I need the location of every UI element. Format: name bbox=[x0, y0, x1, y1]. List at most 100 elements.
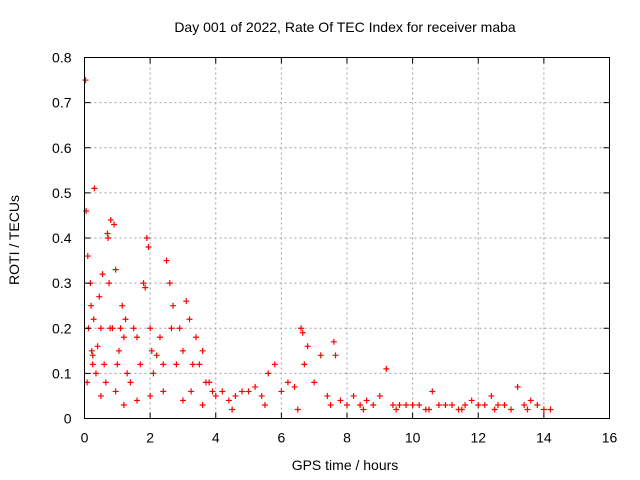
data-point bbox=[148, 347, 155, 354]
data-point bbox=[239, 388, 245, 395]
data-point bbox=[291, 383, 298, 390]
data-point bbox=[327, 401, 334, 408]
x-tick-label: 2 bbox=[146, 430, 154, 446]
y-tick-label: 0.3 bbox=[52, 275, 72, 291]
data-point bbox=[101, 361, 108, 368]
data-point bbox=[209, 388, 216, 395]
axis-ticks bbox=[84, 57, 610, 419]
data-point bbox=[127, 379, 134, 386]
data-point bbox=[153, 352, 160, 359]
data-point bbox=[142, 284, 149, 291]
data-point bbox=[134, 397, 140, 404]
data-point bbox=[102, 379, 109, 386]
data-point bbox=[94, 343, 101, 350]
data-point bbox=[88, 347, 95, 354]
data-point bbox=[84, 253, 91, 260]
data-point bbox=[360, 406, 367, 413]
data-point bbox=[193, 334, 200, 341]
data-point bbox=[370, 401, 377, 408]
data-point bbox=[212, 392, 219, 399]
data-point bbox=[501, 401, 508, 408]
data-point bbox=[99, 271, 106, 278]
data-point bbox=[344, 401, 350, 408]
data-point bbox=[488, 392, 495, 399]
data-point bbox=[97, 325, 104, 332]
data-point bbox=[119, 302, 126, 309]
data-point bbox=[176, 325, 183, 332]
data-point bbox=[449, 401, 455, 408]
data-point bbox=[82, 77, 89, 84]
data-point bbox=[540, 406, 547, 413]
data-point bbox=[170, 302, 177, 309]
data-point bbox=[117, 325, 124, 332]
data-point bbox=[91, 185, 98, 192]
data-point bbox=[324, 392, 331, 399]
x-tick-label: 6 bbox=[277, 430, 285, 446]
data-point bbox=[179, 347, 186, 354]
x-tick-label: 10 bbox=[405, 430, 421, 446]
data-point bbox=[409, 401, 416, 408]
data-point bbox=[107, 216, 114, 223]
data-point bbox=[199, 401, 206, 408]
data-point bbox=[301, 361, 308, 368]
chart-title: Day 001 of 2022, Rate Of TEC Index for r… bbox=[174, 19, 516, 35]
data-point bbox=[491, 406, 498, 413]
data-point bbox=[468, 397, 475, 404]
data-point bbox=[143, 235, 150, 241]
data-point bbox=[298, 325, 305, 332]
data-point bbox=[278, 388, 285, 395]
data-point bbox=[186, 316, 193, 323]
data-point bbox=[481, 401, 488, 408]
y-tick-label: 0.7 bbox=[52, 95, 72, 111]
data-point bbox=[130, 325, 137, 332]
data-point bbox=[96, 293, 103, 300]
y-tick-label: 0 bbox=[64, 411, 72, 427]
data-point bbox=[147, 325, 154, 332]
data-point bbox=[426, 406, 433, 413]
data-point bbox=[429, 388, 436, 395]
y-tick-label: 0.1 bbox=[52, 365, 72, 381]
data-point bbox=[147, 392, 154, 399]
y-tick-label: 0.4 bbox=[52, 230, 72, 246]
data-point bbox=[114, 361, 121, 368]
data-point bbox=[389, 401, 396, 408]
data-point bbox=[112, 388, 119, 395]
data-point bbox=[97, 392, 104, 399]
data-point bbox=[462, 401, 469, 408]
data-point bbox=[330, 338, 337, 345]
data-point bbox=[357, 401, 364, 408]
data-point bbox=[206, 379, 213, 386]
y-tick-labels: 0 0.1 0.2 0.3 0.4 0.5 0.6 0.7 0.8 bbox=[52, 50, 72, 427]
data-point bbox=[229, 406, 236, 413]
data-point bbox=[92, 370, 99, 377]
data-point bbox=[112, 266, 119, 273]
data-point bbox=[514, 383, 521, 390]
data-point bbox=[109, 325, 116, 332]
x-tick-label: 8 bbox=[343, 430, 351, 446]
x-tick-label: 0 bbox=[81, 430, 89, 446]
data-point bbox=[337, 397, 344, 404]
data-point bbox=[199, 347, 206, 354]
data-point bbox=[232, 392, 239, 399]
data-point bbox=[458, 406, 465, 413]
data-point bbox=[88, 302, 95, 309]
data-point bbox=[383, 365, 390, 372]
data-point bbox=[124, 370, 131, 377]
y-axis-label: ROTI / TECUs bbox=[6, 195, 22, 285]
data-point bbox=[376, 392, 383, 399]
data-point bbox=[475, 401, 482, 408]
data-point bbox=[160, 361, 167, 368]
data-point bbox=[304, 343, 311, 350]
data-point bbox=[188, 388, 195, 395]
data-point bbox=[84, 379, 91, 386]
x-tick-label: 14 bbox=[536, 430, 552, 446]
data-point bbox=[393, 406, 400, 413]
data-point bbox=[350, 392, 357, 399]
data-points bbox=[82, 77, 554, 413]
y-tick-label: 0.6 bbox=[52, 140, 72, 156]
data-point bbox=[104, 230, 111, 237]
x-tick-label: 12 bbox=[470, 430, 486, 446]
data-point bbox=[494, 401, 501, 408]
data-point bbox=[156, 334, 163, 341]
